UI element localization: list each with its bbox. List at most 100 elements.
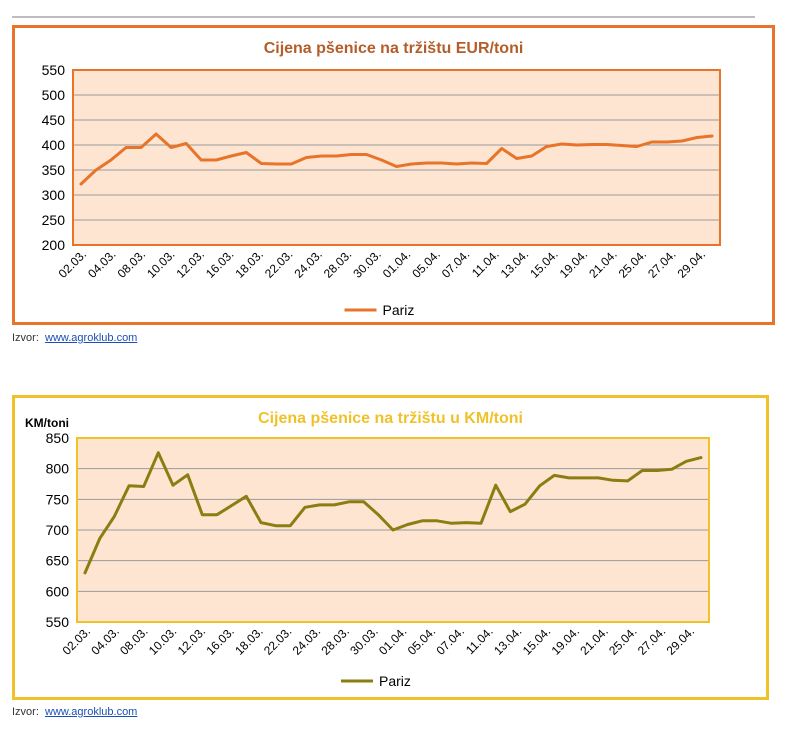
data-point <box>169 146 173 149</box>
x-tick-label: 15.04. <box>520 624 553 657</box>
x-tick-label: 27.04. <box>645 247 678 280</box>
data-point <box>590 143 594 146</box>
x-tick-label: 15.04. <box>527 247 560 280</box>
data-point <box>79 182 83 186</box>
data-point <box>515 157 518 160</box>
y-tick-label: 800 <box>46 461 70 477</box>
data-point <box>335 154 338 158</box>
data-point <box>362 500 365 503</box>
y-axis-label: KM/toni <box>25 416 69 430</box>
y-tick-label: 250 <box>42 212 66 228</box>
x-tick-label: 05.04. <box>405 624 438 657</box>
x-tick-label: 08.03. <box>117 624 150 657</box>
data-point <box>635 145 639 148</box>
data-point <box>641 469 644 472</box>
y-tick-label: 650 <box>46 553 70 569</box>
x-tick-label: 22.03. <box>261 624 294 657</box>
data-point <box>455 162 458 166</box>
data-point <box>157 451 160 454</box>
x-tick-label: 12.03. <box>174 247 207 280</box>
data-point <box>470 161 473 165</box>
source-prefix: Izvor: <box>12 332 39 344</box>
x-tick-label: 16.03. <box>203 624 236 657</box>
x-tick-label: 01.04. <box>380 247 413 280</box>
x-tick-label: 12.03. <box>175 624 208 657</box>
data-point <box>290 162 293 166</box>
chart-title: Cijena pšenice na tržištu EUR/toni <box>263 40 524 57</box>
y-tick-label: 300 <box>42 187 66 203</box>
data-point <box>391 528 395 532</box>
data-point <box>626 479 629 483</box>
x-tick-label: 24.03. <box>291 247 324 280</box>
chart-panel-km: KM/toni Cijena pšenice na tržištu u KM/t… <box>12 395 769 700</box>
x-tick-label: 29.04. <box>664 624 697 657</box>
source-link[interactable]: www.agroklub.com <box>45 332 138 344</box>
chart-km-svg: 55060065070075080085002.03.04.03.08.03.1… <box>46 430 710 689</box>
data-point <box>274 524 277 527</box>
data-point <box>575 143 578 147</box>
y-tick-label: 600 <box>46 583 70 599</box>
data-point <box>199 158 203 162</box>
x-tick-label: 21.04. <box>586 247 619 280</box>
x-tick-label: 30.03. <box>347 624 380 657</box>
data-point <box>553 474 556 477</box>
x-tick-label: 10.03. <box>146 624 179 657</box>
data-point <box>421 519 424 522</box>
x-tick-label: 04.03. <box>88 624 121 657</box>
data-point <box>435 519 439 522</box>
data-point <box>171 484 175 487</box>
x-tick-label: 08.03. <box>115 247 148 280</box>
data-point <box>320 154 323 158</box>
data-point <box>275 162 278 166</box>
x-tick-label: 19.04. <box>557 247 590 280</box>
x-tick-label: 11.04. <box>469 247 502 280</box>
data-point <box>523 503 527 506</box>
chart-eur-svg: 20025030035040045050055002.03.04.03.08.0… <box>42 62 721 318</box>
plot-area <box>73 70 720 245</box>
x-tick-label: 18.03. <box>232 624 265 657</box>
y-tick-label: 850 <box>46 430 70 446</box>
data-point <box>184 142 188 145</box>
x-tick-label: 25.04. <box>616 247 649 280</box>
data-point <box>365 153 368 156</box>
data-point <box>230 154 233 158</box>
y-tick-label: 550 <box>46 614 70 630</box>
data-point <box>605 143 609 146</box>
x-tick-label: 11.04. <box>463 624 496 657</box>
legend-label: Pariz <box>379 673 411 689</box>
data-point <box>530 154 533 158</box>
top-divider <box>12 16 755 18</box>
x-tick-label: 30.03. <box>350 247 383 280</box>
x-tick-label: 07.04. <box>439 247 472 280</box>
y-tick-label: 700 <box>46 522 70 538</box>
data-point <box>259 521 263 524</box>
data-point <box>440 161 443 165</box>
source-note: Izvor: www.agroklub.com <box>12 332 137 344</box>
data-point <box>186 473 189 476</box>
data-point <box>567 476 571 480</box>
x-tick-label: 27.04. <box>635 624 668 657</box>
y-tick-label: 750 <box>46 491 70 507</box>
source-note: Izvor: www.agroklub.com <box>12 706 137 718</box>
chart-panel-eur: Cijena pšenice na tržištu EUR/toni 200 25… <box>12 25 775 325</box>
x-tick-label: 10.03. <box>144 247 177 280</box>
data-point <box>350 153 353 156</box>
data-point <box>465 521 468 524</box>
data-point <box>289 524 292 527</box>
y-tick-label: 450 <box>42 112 66 128</box>
legend-label: Pariz <box>383 302 415 318</box>
x-tick-label: 22.03. <box>262 247 295 280</box>
chart-title: Cijena pšenice na tržištu u KM/toni <box>258 410 523 427</box>
data-point <box>245 151 248 154</box>
x-tick-label: 29.04. <box>675 247 708 280</box>
data-point <box>303 506 307 509</box>
source-link[interactable]: www.agroklub.com <box>45 706 138 718</box>
data-point <box>113 515 116 518</box>
x-tick-label: 13.04. <box>491 624 524 657</box>
plot-frame <box>76 437 710 623</box>
data-point <box>245 495 248 498</box>
data-point <box>201 513 204 516</box>
data-point <box>479 522 483 525</box>
data-point <box>538 484 541 488</box>
x-tick-label: 24.03. <box>290 624 323 657</box>
